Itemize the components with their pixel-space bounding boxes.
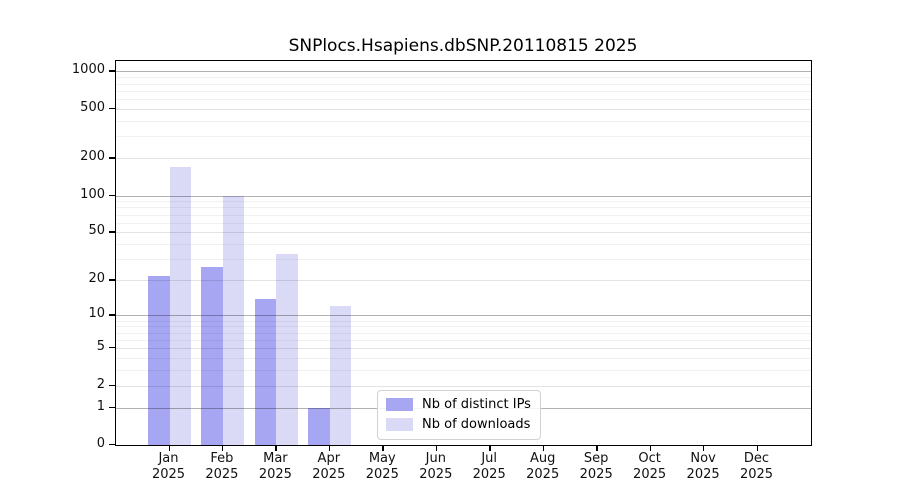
gridline-y-1000 [116,71,811,73]
y-tick-label-0: 0 [96,436,105,451]
legend-swatch-downloads-icon [386,418,413,431]
y-tick-label-10: 10 [88,306,105,322]
legend-label-distinct-ips: Nb of distinct IPs [422,397,531,412]
x-tick-label-jan: Jan 2025 [151,451,186,482]
x-tick-label-jul: Jul 2025 [472,451,506,482]
gridline-y-4 [116,358,811,359]
x-tick-may [382,445,384,451]
x-tick-label-apr: Apr 2025 [312,451,346,482]
gridline-y-30 [116,259,811,261]
gridline-y-5 [116,348,811,350]
legend: Nb of distinct IPs Nb of downloads [377,390,541,440]
y-tick-label-1: 1 [96,398,105,414]
bar-feb-distinct-ips [201,266,223,445]
legend-row-distinct-ips: Nb of distinct IPs [386,397,531,412]
x-tick-jun [435,445,438,451]
y-tick-1000 [109,70,115,72]
x-tick-jan [168,445,170,451]
y-tick-50 [109,231,115,233]
gridline-y-400 [116,120,811,122]
x-tick-label-feb: Feb 2025 [205,451,239,482]
gridline-y-80 [116,207,811,209]
bar-jan-downloads [169,167,191,445]
x-tick-label-may: May 2025 [365,451,399,482]
gridline-y-900 [116,77,811,79]
x-tick-nov [703,445,705,451]
y-tick-2 [109,384,115,386]
gridline-y-700 [116,90,811,92]
bar-jan-distinct-ips [148,275,170,445]
y-tick-500 [109,107,115,110]
y-tick-label-1000: 1000 [71,62,105,78]
y-tick-label-20: 20 [88,271,105,287]
x-tick-feb [221,445,224,451]
y-tick-5 [109,347,115,349]
y-tick-label-50: 50 [88,223,105,239]
gridline-y-20 [116,280,811,282]
x-tick-label-jun: Jun 2025 [419,451,453,482]
x-tick-label-dec: Dec 2025 [739,451,774,482]
gridline-y-6 [116,339,811,341]
gridline-y-3 [116,370,811,371]
y-tick-label-500: 500 [80,99,105,115]
x-tick-label-nov: Nov 2025 [686,451,720,482]
bar-mar-distinct-ips [254,298,277,445]
gridline-y-200 [116,158,811,160]
y-tick-0 [109,444,115,446]
gridline-y-2 [116,385,811,387]
x-tick-jul [489,445,491,451]
gridline-y-90 [116,201,811,203]
gridline-y-7 [116,332,811,334]
gridline-y-8 [116,326,811,328]
legend-row-downloads: Nb of downloads [386,417,530,432]
legend-swatch-distinct-ips-icon [386,398,413,411]
gridline-y-500 [116,108,811,110]
x-tick-label-oct: Oct 2025 [633,451,667,482]
y-tick-label-2: 2 [96,376,105,392]
bar-feb-downloads [222,195,245,445]
x-tick-sep [596,445,598,451]
gridline-y-100 [116,195,811,197]
x-tick-oct [649,445,651,451]
y-tick-200 [109,157,115,159]
x-tick-apr [328,445,331,451]
gridline-y-300 [116,136,811,138]
gridline-y-10 [116,315,811,317]
x-tick-mar [275,445,277,451]
y-tick-100 [109,194,115,196]
y-tick-20 [109,279,115,281]
plot-area: Nb of distinct IPs Nb of downloads [115,60,812,446]
gridline-y-60 [116,222,811,224]
gridline-y-40 [116,244,811,246]
gridline-y-50 [116,232,811,234]
bar-apr-distinct-ips [308,407,330,445]
y-tick-label-5: 5 [96,339,105,355]
bars-layer [116,61,811,445]
x-tick-dec [756,445,758,451]
x-tick-label-aug: Aug 2025 [526,451,560,482]
bar-mar-downloads [276,254,298,445]
legend-label-downloads: Nb of downloads [422,417,531,432]
y-tick-label-100: 100 [80,186,105,202]
chart-title: SNPlocs.Hsapiens.dbSNP.20110815 2025 [288,36,638,56]
x-tick-label-sep: Sep 2025 [579,451,613,482]
x-tick-aug [542,445,545,451]
y-tick-10 [109,314,115,316]
y-tick-label-200: 200 [80,149,105,165]
y-tick-1 [109,406,115,408]
gridline-y-70 [116,214,811,216]
x-tick-label-mar: Mar 2025 [258,451,292,482]
gridlines-layer [116,61,811,445]
bar-apr-downloads [329,306,352,445]
gridline-y-9 [116,320,811,322]
gridline-y-800 [116,83,811,85]
gridline-y-600 [116,99,811,100]
